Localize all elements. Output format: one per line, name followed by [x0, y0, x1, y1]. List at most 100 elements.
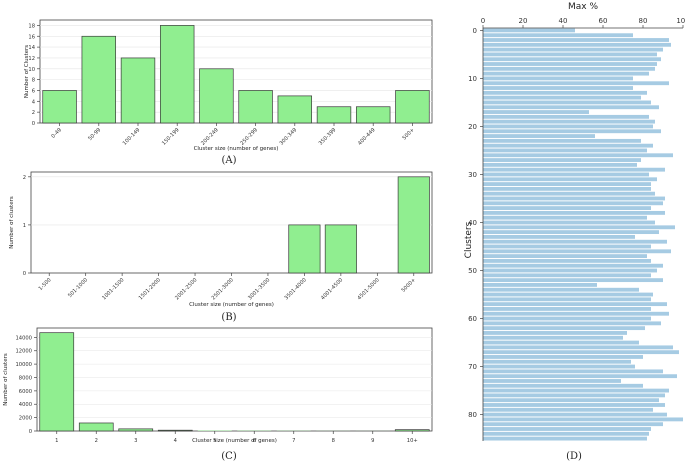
- bar: [483, 66, 655, 71]
- bar: [483, 210, 665, 215]
- bar: [483, 273, 651, 278]
- x-tick-label: 150-199: [161, 127, 181, 147]
- y-tick-label: 16: [28, 34, 35, 40]
- bar: [483, 186, 651, 191]
- x-tick-label: 200-249: [200, 127, 220, 147]
- y-tick-label: 6: [32, 88, 35, 94]
- bar: [483, 422, 663, 427]
- y-tick-label: 0: [29, 429, 32, 435]
- bar: [483, 52, 657, 57]
- x-tick-label: 100: [676, 17, 685, 25]
- bar: [483, 182, 651, 186]
- x-tick-label: 5: [213, 438, 216, 444]
- bar: [355, 106, 391, 124]
- bar: [483, 114, 649, 119]
- y-tick-label: 20: [468, 123, 477, 131]
- bar: [288, 224, 321, 274]
- x-tick-label: 4001-4500: [320, 277, 344, 301]
- bar: [483, 158, 641, 162]
- bar: [483, 388, 669, 393]
- bar: [39, 332, 75, 432]
- bar: [159, 25, 195, 124]
- x-tick-label: 1-500: [38, 277, 53, 292]
- bar: [483, 417, 683, 422]
- bar: [483, 196, 665, 201]
- y-tick-label: 4000: [19, 402, 32, 408]
- y-tick-label: 12000: [15, 349, 32, 355]
- chart-d: 0 20 40 60 80 100 0 10 20 30 40 50 60 70 80 Max % Cluste…: [464, 2, 685, 441]
- y-tick-label: 8000: [19, 375, 32, 381]
- y-tick-label: 18: [28, 23, 35, 29]
- x-tick-label: 6: [253, 438, 256, 444]
- bar: [483, 407, 653, 412]
- bar: [483, 307, 651, 311]
- bar: [483, 105, 659, 110]
- bar: [483, 143, 653, 148]
- bar: [483, 249, 671, 254]
- bar: [483, 369, 663, 374]
- bar: [483, 86, 633, 90]
- bar: [483, 129, 661, 134]
- bar: [483, 167, 665, 172]
- x-tick-label: 300-349: [279, 127, 299, 147]
- bar: [483, 220, 655, 225]
- y-tick-label: 2: [23, 175, 26, 181]
- y-tick-label: 2: [32, 110, 35, 116]
- bar: [483, 153, 673, 158]
- y-tick-label: 8: [32, 78, 35, 84]
- panel-label-c: (C): [221, 451, 237, 462]
- bar: [483, 201, 663, 206]
- bar: [483, 90, 647, 95]
- x-tick-label: 2001-2500: [174, 277, 198, 301]
- bar: [483, 393, 665, 398]
- x-tick-label: 1: [55, 438, 58, 444]
- bar: [483, 302, 667, 307]
- y-tick-label: 14000: [15, 335, 32, 341]
- x-tick-label: 80: [639, 17, 648, 25]
- bar: [483, 42, 671, 47]
- y-tick-label: 60: [468, 315, 477, 323]
- bar: [483, 57, 661, 62]
- x-tick-label: 3: [134, 438, 137, 444]
- x-tick-label: 5000+: [401, 277, 418, 294]
- bar: [483, 263, 663, 268]
- x-tick-label: 501-1000: [67, 277, 89, 299]
- bar: [483, 258, 651, 263]
- x-tick-label: 0: [481, 17, 485, 25]
- bar: [483, 28, 575, 33]
- bar: [483, 47, 663, 52]
- x-tick-label: 60: [599, 17, 608, 25]
- bar: [238, 90, 273, 124]
- bar: [81, 35, 117, 124]
- y-axis-label: Clusters: [464, 221, 474, 258]
- bar: [394, 429, 430, 432]
- y-tick-label: 40: [468, 219, 477, 227]
- bar: [483, 364, 635, 369]
- x-tick-label: 100-149: [122, 127, 142, 147]
- bar: [483, 311, 669, 316]
- bar: [316, 106, 352, 124]
- bar: [324, 224, 357, 274]
- y-tick-label: 30: [468, 171, 477, 179]
- x-axis-label: Max %: [568, 2, 598, 12]
- x-axis-label: Cluster size (number of genes): [189, 302, 274, 308]
- bar: [483, 134, 595, 138]
- bar: [483, 431, 649, 436]
- bar: [483, 383, 643, 388]
- bar: [483, 148, 647, 153]
- bar: [120, 57, 156, 124]
- bar: [483, 359, 631, 364]
- chart-b: 0 1 2 1-500 501-1000 1001-1500 1501-2000 2001-2…: [9, 171, 433, 308]
- bar: [483, 138, 641, 143]
- bar: [397, 176, 430, 274]
- bar: [483, 379, 621, 383]
- bar: [483, 225, 675, 230]
- panel-label-b: (B): [221, 312, 236, 323]
- y-tick-label: 80: [468, 411, 477, 419]
- bar: [483, 398, 659, 403]
- y-tick-label: 14: [28, 45, 35, 51]
- bar: [483, 316, 651, 321]
- bar: [483, 321, 661, 326]
- bar: [483, 100, 651, 105]
- bar: [483, 62, 657, 66]
